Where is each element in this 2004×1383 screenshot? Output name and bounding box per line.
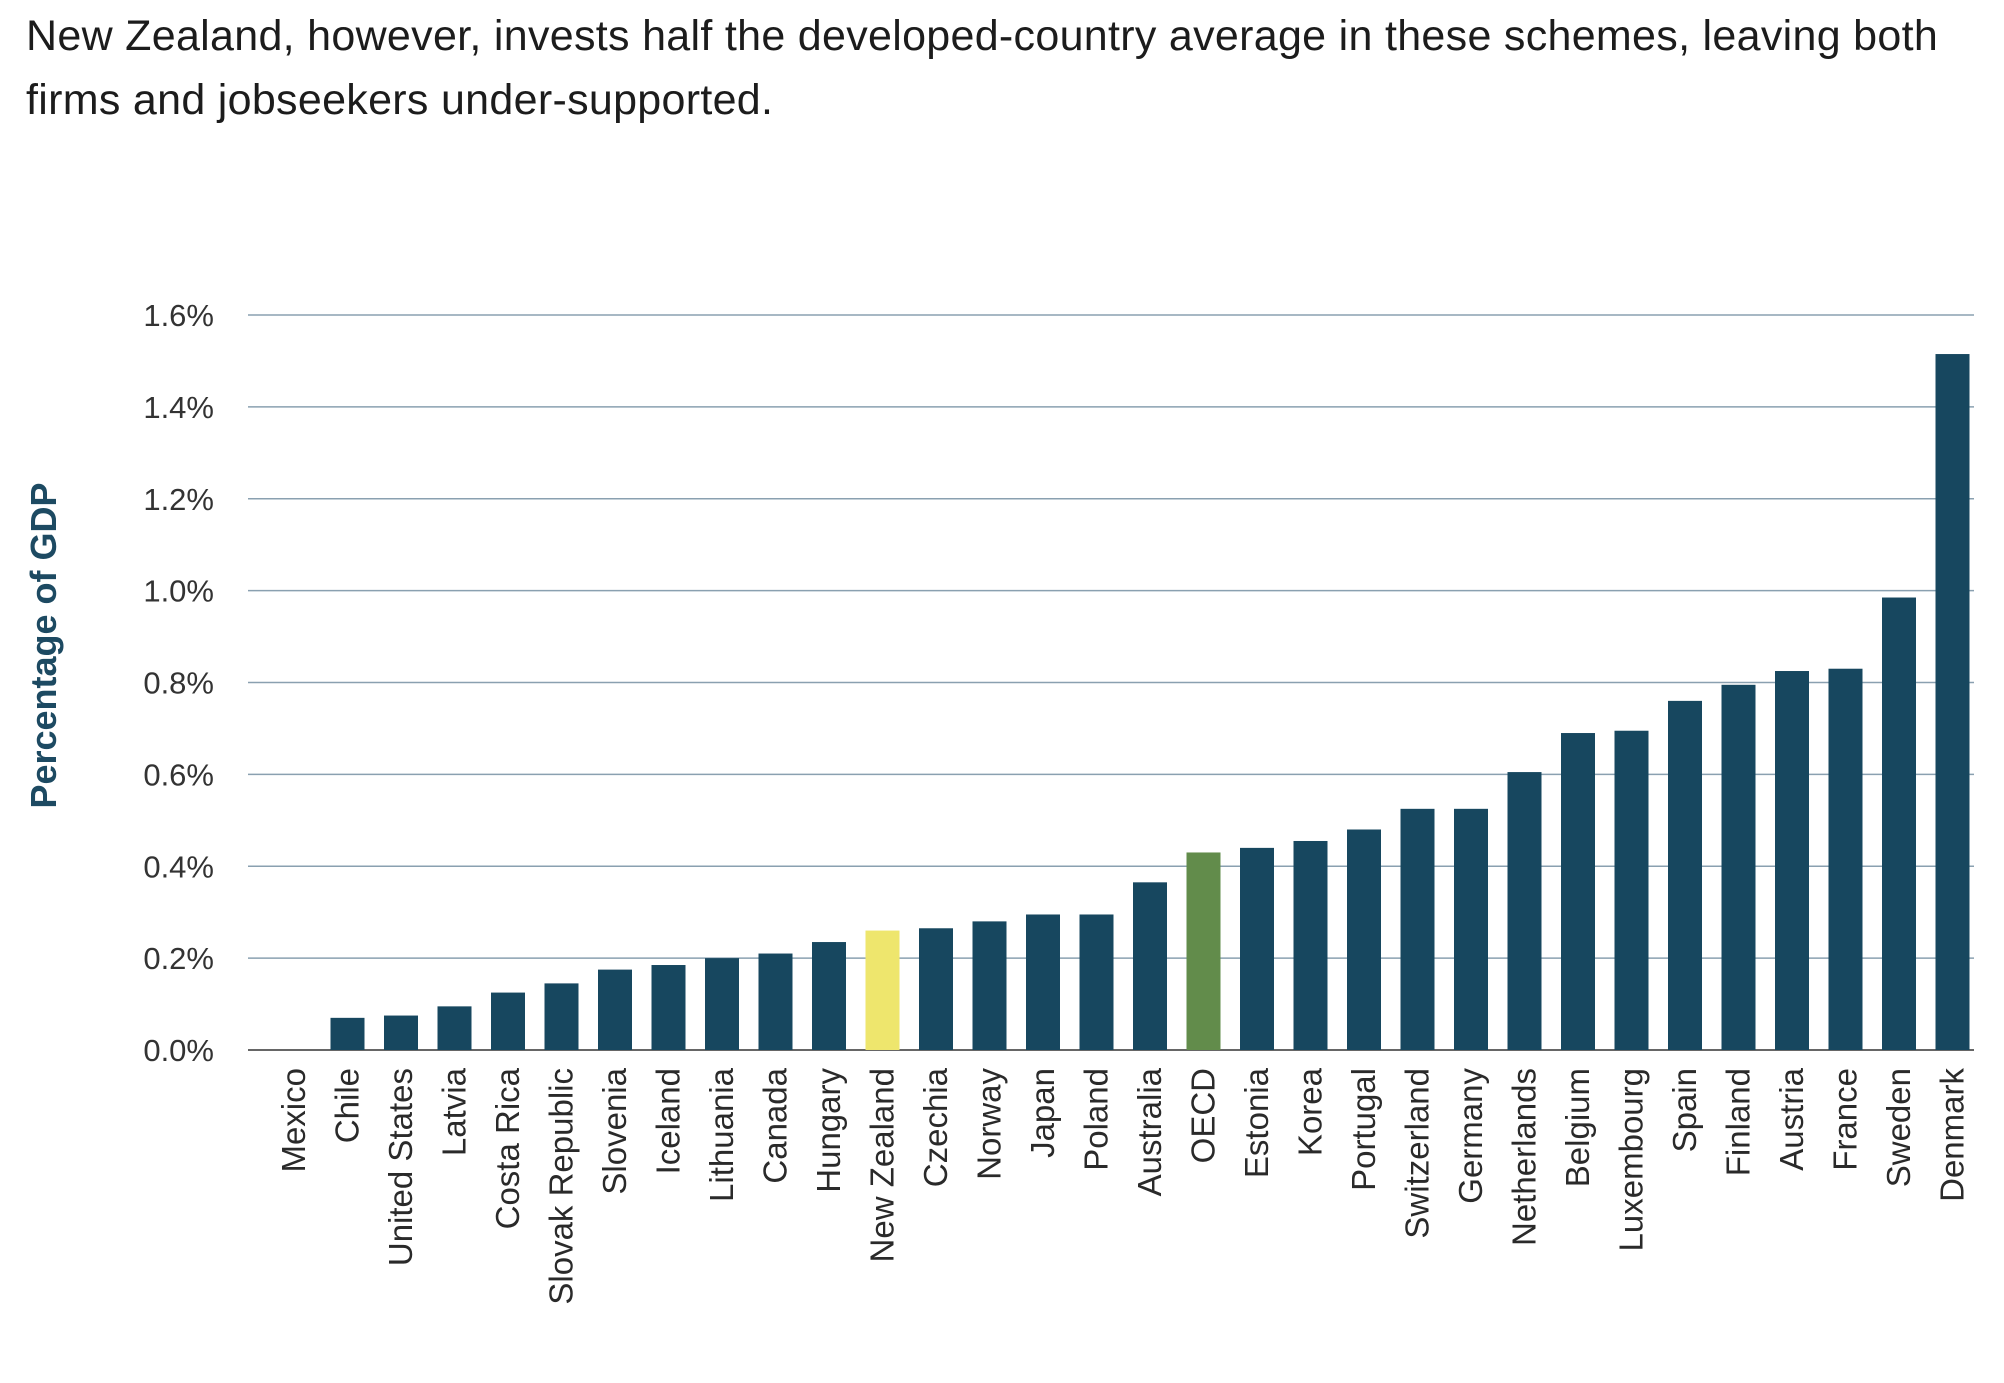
bar-korea (1293, 840, 1328, 1050)
bar-canada (758, 953, 793, 1050)
bar-denmark (1935, 354, 1970, 1050)
x-tick-label: Slovenia (596, 1067, 633, 1194)
x-tick-label: Mexico (275, 1068, 312, 1173)
x-tick-label: Canada (757, 1067, 794, 1183)
bar-poland (1079, 914, 1114, 1050)
bar-japan (1026, 914, 1060, 1050)
x-tick-label: Chile (329, 1068, 366, 1143)
x-tick-label: Sweden (1880, 1068, 1917, 1187)
x-tick-label: Spain (1666, 1068, 1703, 1152)
x-tick-label: Portugal (1345, 1068, 1382, 1191)
x-tick-label: Czechia (917, 1067, 954, 1187)
x-tick-label: Hungary (810, 1068, 847, 1193)
bar-france (1828, 668, 1863, 1050)
y-tick-label: 0.4% (143, 849, 214, 884)
bar-portugal (1347, 829, 1381, 1050)
x-tick-label: Belgium (1559, 1068, 1596, 1187)
bar-costa-rica (491, 992, 525, 1050)
bar-lithuania (705, 958, 739, 1050)
chart-headline: New Zealand, however, invests half the d… (26, 12, 1939, 124)
x-tick-label: United States (382, 1068, 419, 1266)
x-tick-label: Australia (1131, 1067, 1168, 1196)
x-tick-label: Lithuania (703, 1067, 740, 1202)
x-tick-label: Finland (1720, 1068, 1757, 1176)
bar-norway (972, 921, 1007, 1050)
y-axis-ticks: 0.0% 0.2% 0.4% 0.6% 0.8% 1.0% 1.2% 1.4% 1.6% (143, 298, 214, 1068)
x-axis-labels: Mexico Chile United States Latvia Costa Rica… (275, 1067, 1971, 1304)
bar-iceland (651, 965, 686, 1050)
bar-luxembourg (1614, 730, 1649, 1050)
bar-slovak-republic (544, 983, 579, 1050)
bar-belgium (1561, 733, 1595, 1050)
y-tick-label: 0.0% (143, 1033, 214, 1068)
y-tick-label: 0.6% (143, 757, 214, 792)
x-tick-label: France (1827, 1068, 1864, 1171)
x-tick-label: Japan (1024, 1068, 1061, 1158)
x-tick-label: Costa Rica (489, 1067, 526, 1229)
bar-latvia (437, 1006, 472, 1050)
x-tick-label: Slovak Republic (543, 1068, 580, 1305)
x-tick-label: OECD (1185, 1068, 1222, 1163)
x-tick-label: New Zealand (864, 1068, 901, 1262)
bar-netherlands (1507, 772, 1542, 1050)
x-tick-label: Norway (971, 1068, 1008, 1180)
x-tick-label: Luxembourg (1613, 1068, 1650, 1251)
bar-estonia (1240, 847, 1274, 1050)
x-tick-label: Netherlands (1506, 1068, 1543, 1246)
bar-hungary (812, 942, 846, 1050)
y-tick-label: 0.2% (143, 941, 214, 976)
x-tick-label: Latvia (436, 1067, 473, 1156)
bar-australia (1133, 882, 1167, 1050)
bar-sweden (1882, 597, 1916, 1050)
y-tick-label: 1.4% (143, 390, 214, 425)
bar-spain (1668, 700, 1702, 1050)
bar-finland (1721, 684, 1756, 1050)
x-tick-label: Korea (1292, 1067, 1329, 1156)
y-tick-label: 1.2% (143, 482, 214, 517)
bars (330, 354, 1970, 1050)
bar-slovenia (598, 969, 632, 1050)
y-tick-label: 1.6% (143, 298, 214, 333)
bar-switzerland (1400, 808, 1435, 1050)
x-tick-label: Denmark (1934, 1068, 1971, 1202)
bar-chile (330, 1017, 365, 1050)
bar-czechia (919, 928, 953, 1050)
y-tick-label: 0.8% (143, 666, 214, 701)
x-tick-label: Poland (1078, 1068, 1115, 1171)
bar-germany (1454, 808, 1488, 1050)
bar-austria (1775, 671, 1809, 1050)
x-tick-label: Switzerland (1399, 1068, 1436, 1239)
bar-new-zealand (865, 930, 900, 1050)
x-tick-label: Germany (1452, 1068, 1489, 1204)
x-tick-label: Austria (1773, 1067, 1810, 1170)
x-tick-label: Iceland (650, 1068, 687, 1174)
bar-united-states (384, 1015, 418, 1050)
y-tick-label: 1.0% (143, 574, 214, 609)
y-axis-label: Percentage of GDP (23, 482, 64, 808)
bar-oecd (1186, 852, 1221, 1050)
x-tick-label: Estonia (1238, 1067, 1275, 1178)
